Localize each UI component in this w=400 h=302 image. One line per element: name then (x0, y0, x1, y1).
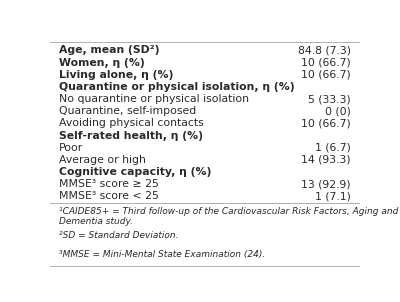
Text: Age, mean (SD²): Age, mean (SD²) (59, 46, 159, 56)
Text: 0 (0): 0 (0) (325, 106, 351, 116)
Text: Cognitive capacity, η (%): Cognitive capacity, η (%) (59, 167, 211, 177)
Text: Average or high: Average or high (59, 155, 146, 165)
Text: 10 (66.7): 10 (66.7) (301, 70, 351, 80)
Text: MMSE³ score ≥ 25: MMSE³ score ≥ 25 (59, 179, 158, 189)
Text: Self-rated health, η (%): Self-rated health, η (%) (59, 130, 203, 141)
Text: 1 (6.7): 1 (6.7) (315, 143, 351, 153)
Text: ²SD = Standard Deviation.: ²SD = Standard Deviation. (59, 231, 178, 240)
Text: 84.8 (7.3): 84.8 (7.3) (298, 46, 351, 56)
Text: ³MMSE = Mini-Mental State Examination (24).: ³MMSE = Mini-Mental State Examination (2… (59, 250, 265, 259)
Text: 10 (66.7): 10 (66.7) (301, 58, 351, 68)
Text: Living alone, η (%): Living alone, η (%) (59, 70, 173, 80)
Text: No quarantine or physical isolation: No quarantine or physical isolation (59, 94, 249, 104)
Text: Quarantine or physical isolation, η (%): Quarantine or physical isolation, η (%) (59, 82, 294, 92)
Text: 13 (92.9): 13 (92.9) (301, 179, 351, 189)
Text: Women, η (%): Women, η (%) (59, 58, 144, 68)
Text: ¹CAIDE85+ = Third follow-up of the Cardiovascular Risk Factors, Aging and Dement: ¹CAIDE85+ = Third follow-up of the Cardi… (59, 207, 398, 226)
Text: Poor: Poor (59, 143, 83, 153)
Text: 10 (66.7): 10 (66.7) (301, 118, 351, 128)
Text: 5 (33.3): 5 (33.3) (308, 94, 351, 104)
Text: MMSE³ score < 25: MMSE³ score < 25 (59, 191, 158, 201)
Text: Avoiding physical contacts: Avoiding physical contacts (59, 118, 204, 128)
Text: Quarantine, self-imposed: Quarantine, self-imposed (59, 106, 196, 116)
Text: 14 (93.3): 14 (93.3) (301, 155, 351, 165)
Text: 1 (7.1): 1 (7.1) (315, 191, 351, 201)
